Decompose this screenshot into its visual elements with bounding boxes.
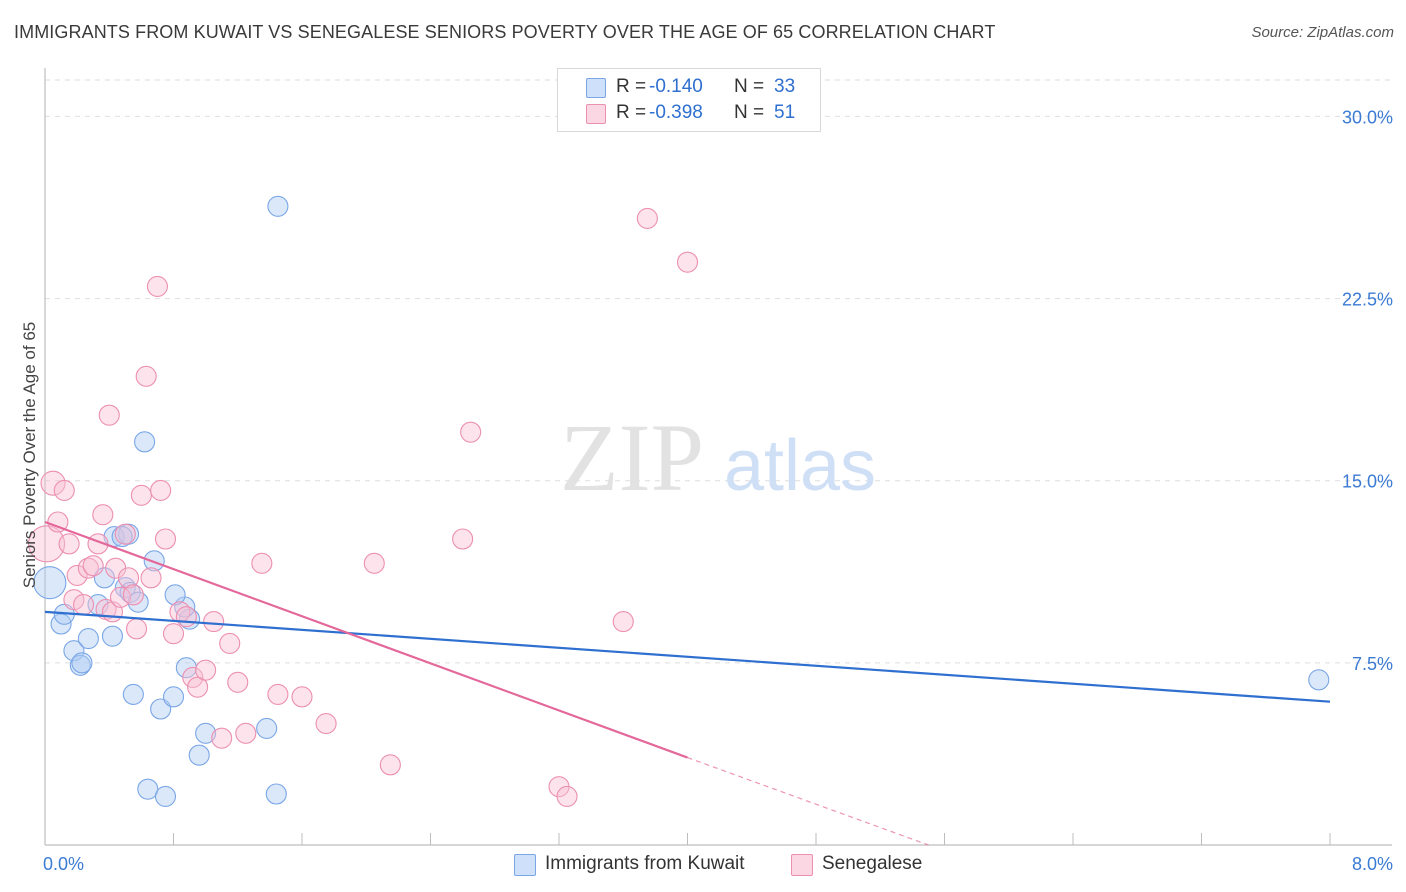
- kuwait-point: [188, 744, 210, 766]
- senegalese-point: [140, 567, 162, 589]
- senegalese-trend-line-extension: [687, 757, 929, 846]
- r-value: -0.140: [649, 76, 703, 97]
- kuwait-point: [162, 686, 185, 708]
- senegalese-point: [251, 552, 273, 574]
- senegalese-point: [267, 683, 289, 705]
- senegalese-point: [73, 594, 95, 616]
- senegalese-point: [291, 686, 313, 708]
- kuwait-trend-line: [44, 610, 1331, 703]
- senegalese-point: [379, 754, 401, 776]
- kuwait-point: [111, 526, 133, 548]
- senegalese-trend-line: [44, 520, 688, 759]
- senegalese-point: [452, 528, 474, 550]
- kuwait-point: [33, 566, 67, 600]
- senegalese-point: [636, 207, 658, 229]
- kuwait-point: [265, 783, 287, 805]
- stats-row-kuwait: R = -0.140 N = 33: [558, 75, 820, 101]
- senegalese-point: [154, 528, 177, 550]
- chart-title: IMMIGRANTS FROM KUWAIT VS SENEGALESE SEN…: [14, 22, 996, 42]
- senegalese-point: [460, 421, 482, 443]
- senegalese-point: [195, 659, 217, 681]
- chart-legend: Immigrants from Kuwait Senegalese: [0, 852, 1406, 878]
- senegalese-point: [126, 618, 148, 640]
- senegalese-point: [363, 552, 385, 574]
- kuwait-point: [137, 778, 159, 800]
- senegalese-point: [66, 564, 88, 586]
- senegalese-point: [114, 523, 136, 545]
- n-value: 33: [774, 76, 796, 97]
- stats-legend-box: R = -0.140 N = 33 R = -0.398 N = 51: [557, 68, 821, 132]
- senegalese-point: [130, 484, 152, 506]
- y-tick-label: 15.0%: [1342, 472, 1393, 492]
- senegalese-point: [63, 589, 85, 611]
- stats-row-senegalese: R = -0.398 N = 51: [558, 101, 820, 127]
- n-label: N =: [734, 102, 765, 123]
- senegalese-point: [676, 251, 699, 273]
- x-tick-label: 0.0%: [43, 854, 84, 874]
- legend-swatch-senegalese: [791, 854, 813, 876]
- y-axis-label: Seniors Poverty Over the Age of 65: [20, 321, 39, 589]
- senegalese-point: [58, 533, 80, 555]
- senegalese-point: [28, 525, 66, 563]
- senegalese-point: [227, 671, 249, 693]
- senegalese-point: [146, 275, 168, 297]
- kuwait-point: [134, 431, 156, 453]
- senegalese-point: [122, 584, 144, 606]
- r-label: R =: [616, 76, 647, 97]
- senegalese-point: [203, 611, 225, 633]
- senegalese-point: [109, 586, 132, 608]
- senegalese-point: [82, 555, 104, 577]
- kuwait-point: [143, 550, 165, 572]
- senegalese-point: [235, 722, 257, 744]
- stats-swatch-senegalese: [586, 104, 606, 124]
- senegalese-point: [40, 470, 66, 496]
- senegalese-point: [612, 611, 634, 633]
- kuwait-point: [195, 722, 217, 744]
- r-label: R =: [616, 102, 647, 123]
- legend-label: Immigrants from Kuwait: [545, 853, 745, 874]
- senegalese-point: [219, 632, 241, 654]
- y-tick-label: 22.5%: [1342, 290, 1393, 310]
- senegalese-point: [187, 676, 209, 698]
- n-label: N =: [734, 76, 765, 97]
- kuwait-point: [164, 584, 186, 606]
- kuwait-point: [77, 628, 99, 650]
- senegalese-point: [211, 727, 233, 749]
- kuwait-point: [150, 698, 172, 720]
- senegalese-point: [53, 479, 75, 501]
- senegalese-point: [315, 713, 337, 735]
- kuwait-point: [71, 652, 93, 674]
- senegalese-point: [98, 404, 120, 426]
- senegalese-point: [162, 623, 185, 645]
- senegalese-point: [556, 785, 578, 807]
- legend-label: Senegalese: [822, 853, 923, 874]
- x-tick-label: 8.0%: [1352, 854, 1393, 874]
- r-value: -0.398: [649, 102, 703, 123]
- stats-swatch-kuwait: [586, 78, 606, 98]
- senegalese-point: [117, 567, 140, 589]
- legend-swatch-kuwait: [514, 854, 536, 876]
- kuwait-point: [122, 683, 144, 705]
- senegalese-point: [92, 504, 114, 526]
- senegalese-point: [150, 479, 172, 501]
- kuwait-point: [267, 195, 289, 217]
- kuwait-point: [256, 717, 278, 739]
- source-label: Source: ZipAtlas.com: [1251, 24, 1394, 41]
- senegalese-point: [182, 666, 204, 688]
- senegalese-point: [135, 365, 157, 387]
- kuwait-point: [154, 785, 177, 807]
- y-tick-label: 30.0%: [1342, 107, 1393, 127]
- kuwait-point: [101, 625, 124, 647]
- n-value: 51: [774, 102, 796, 123]
- watermark-zip: ZIP: [560, 404, 704, 511]
- kuwait-point: [1308, 669, 1330, 691]
- senegalese-point: [175, 606, 197, 628]
- y-tick-label: 7.5%: [1352, 654, 1393, 674]
- watermark-atlas: atlas: [724, 426, 876, 506]
